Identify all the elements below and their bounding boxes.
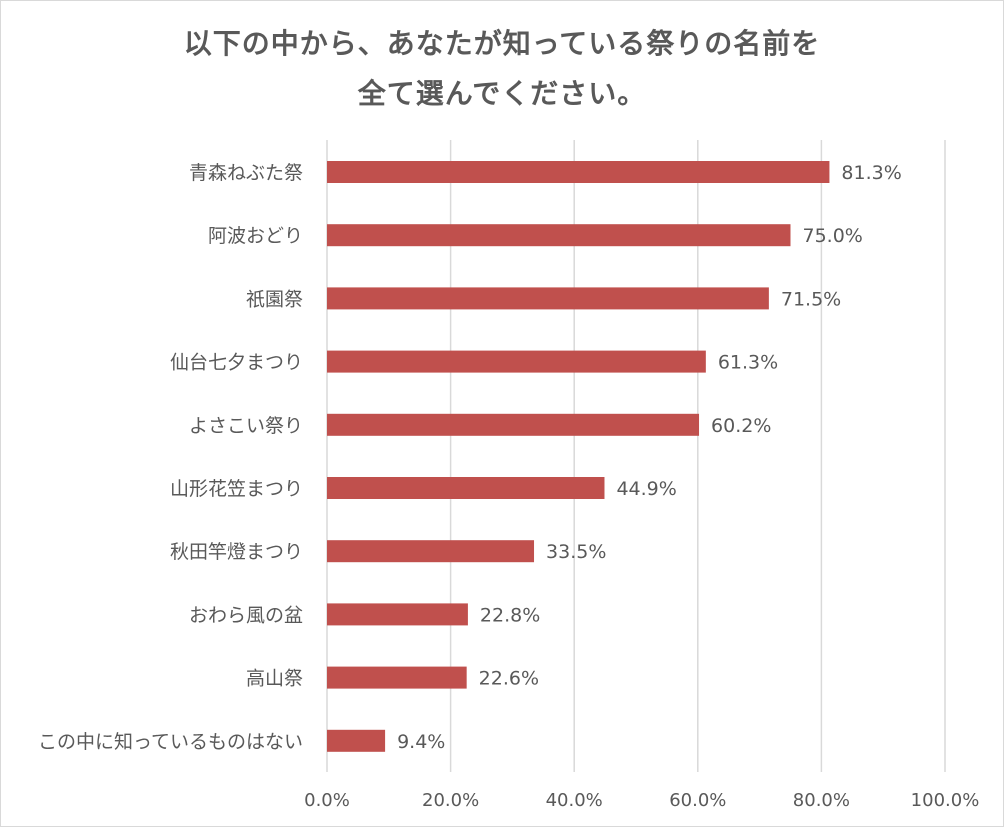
x-tick-label: 40.0%	[546, 790, 603, 811]
chart-title-line1: 以下の中から、あなたが知っている祭りの名前を	[183, 27, 821, 60]
data-label: 71.5%	[781, 288, 841, 310]
bar	[327, 287, 769, 310]
category-label: 山形花笠まつり	[170, 478, 303, 500]
data-label: 22.6%	[479, 668, 539, 690]
data-label: 44.9%	[616, 478, 676, 500]
category-label: よさこい祭り	[189, 415, 303, 437]
bar	[327, 603, 468, 626]
category-label: 仙台七夕まつり	[170, 352, 303, 374]
category-label: 高山祭	[246, 668, 303, 690]
value-labels: 81.3% 75.0% 71.5% 61.3% 60.2% 44.9% 33.5% 22.8%…	[397, 162, 902, 753]
data-label: 22.8%	[480, 604, 540, 626]
category-label: 青森ねぶた祭	[189, 162, 303, 184]
category-label: おわら風の盆	[189, 604, 303, 626]
bar	[327, 666, 467, 689]
x-tick-label: 0.0%	[304, 790, 350, 811]
bar	[327, 350, 706, 373]
category-label: この中に知っているものはない	[38, 731, 303, 753]
category-labels: 青森ねぶた祭阿波おどり祇園祭仙台七夕まつりよさこい祭り山形花笠まつり秋田竿燈まつ…	[38, 162, 303, 753]
bar	[327, 729, 386, 752]
data-label: 33.5%	[546, 541, 606, 563]
x-tick-label: 100.0%	[911, 790, 980, 811]
bar	[327, 224, 791, 247]
x-tick-label: 60.0%	[669, 790, 726, 811]
data-label: 75.0%	[803, 225, 863, 247]
data-label: 81.3%	[841, 162, 901, 184]
data-label: 61.3%	[718, 352, 778, 374]
bars	[327, 161, 830, 752]
x-tick-label: 20.0%	[422, 790, 479, 811]
category-label: 祇園祭	[246, 288, 303, 310]
x-tick-label: 80.0%	[793, 790, 850, 811]
bar	[327, 161, 830, 183]
category-label: 秋田竿燈まつり	[170, 541, 303, 563]
bar	[327, 413, 700, 436]
x-axis-tick-labels: 0.0% 20.0% 40.0% 60.0% 80.0% 100.0%	[304, 790, 979, 811]
bar	[327, 477, 605, 499]
data-label: 60.2%	[711, 415, 771, 437]
bar	[327, 540, 535, 563]
data-label: 9.4%	[397, 731, 445, 753]
category-label: 阿波おどり	[208, 225, 303, 247]
chart-title-line2: 全て選んでください。	[357, 77, 647, 110]
